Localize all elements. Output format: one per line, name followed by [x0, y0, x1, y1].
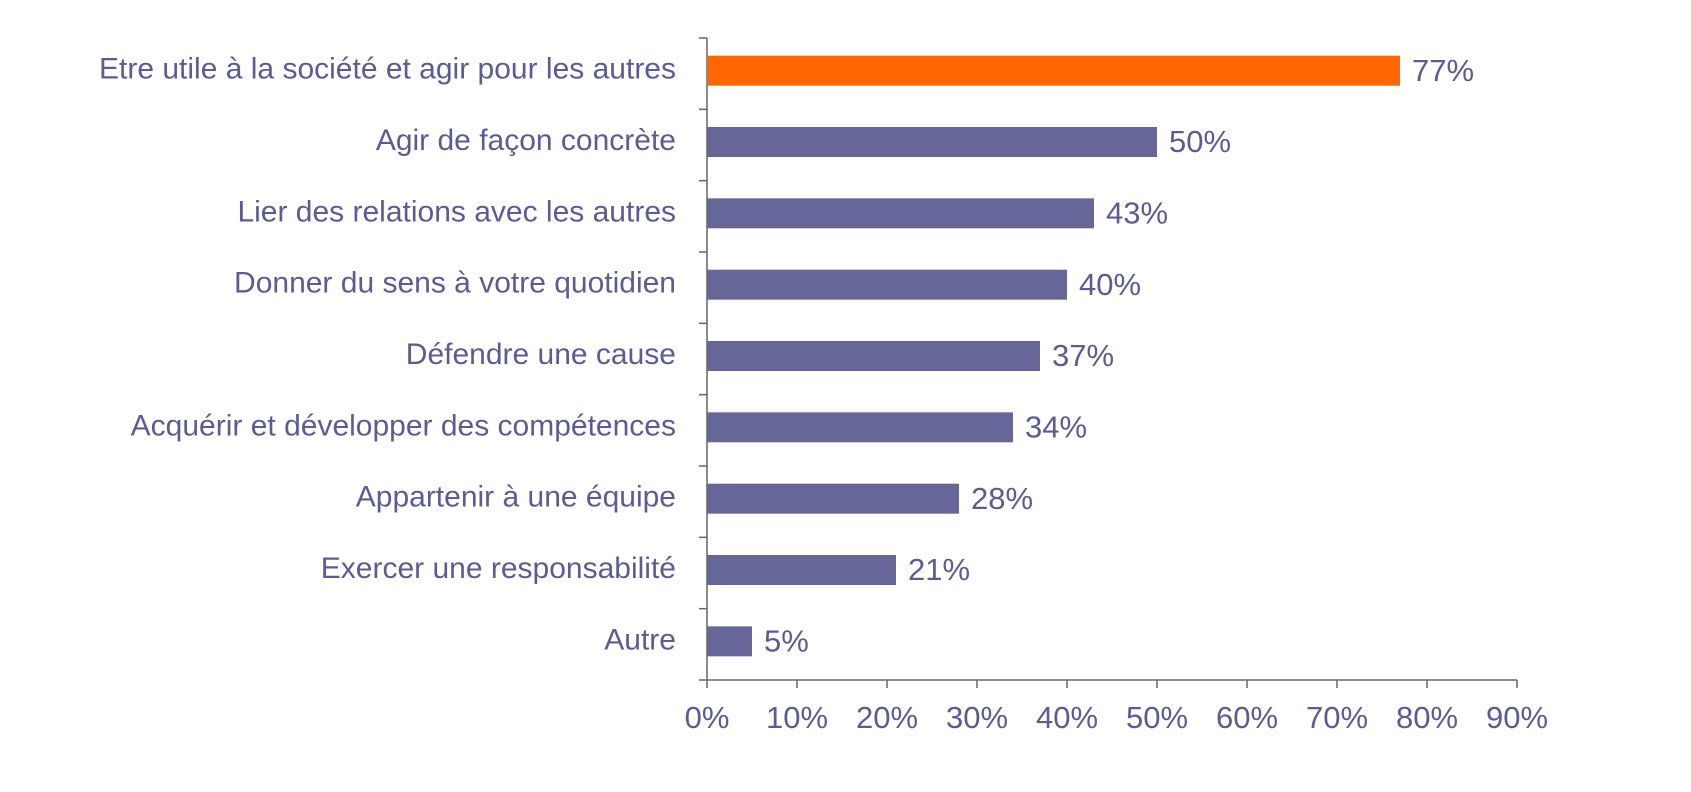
category-label: Agir de façon concrète	[376, 124, 676, 157]
value-label: 37%	[1052, 338, 1114, 373]
bar	[707, 626, 752, 657]
category-label: Exercer une responsabilité	[321, 552, 676, 585]
category-label: Donner du sens à votre quotidien	[234, 267, 676, 300]
category-label: Etre utile à la société et agir pour les…	[99, 53, 676, 86]
bar	[707, 198, 1094, 229]
x-tick-label: 90%	[1486, 700, 1548, 735]
bar	[707, 55, 1400, 86]
category-label: Appartenir à une équipe	[356, 481, 676, 514]
category-label: Acquérir et développer des compétences	[131, 409, 676, 442]
x-tick-label: 40%	[1036, 700, 1098, 735]
value-label: 43%	[1106, 196, 1168, 231]
value-label: 50%	[1169, 124, 1231, 159]
value-label: 77%	[1412, 53, 1474, 88]
category-label: Lier des relations avec les autres	[237, 195, 676, 228]
x-tick-label: 80%	[1396, 700, 1458, 735]
x-tick-label: 0%	[685, 700, 730, 735]
bar	[707, 269, 1067, 300]
bar	[707, 341, 1040, 371]
value-label: 21%	[908, 552, 970, 587]
bar	[707, 555, 896, 585]
bar	[707, 483, 959, 514]
value-label: 5%	[764, 624, 809, 659]
value-label: 34%	[1025, 410, 1087, 445]
x-tick-label: 20%	[856, 700, 918, 735]
value-label: 28%	[971, 481, 1033, 516]
category-label: Défendre une cause	[406, 338, 676, 371]
bar	[707, 412, 1013, 443]
category-label: Autre	[604, 623, 676, 656]
x-tick-label: 60%	[1216, 700, 1278, 735]
x-tick-label: 30%	[946, 700, 1008, 735]
value-label: 40%	[1079, 267, 1141, 302]
bar	[707, 127, 1157, 157]
x-tick-label: 50%	[1126, 700, 1188, 735]
x-tick-label: 70%	[1306, 700, 1368, 735]
x-tick-label: 10%	[766, 700, 828, 735]
